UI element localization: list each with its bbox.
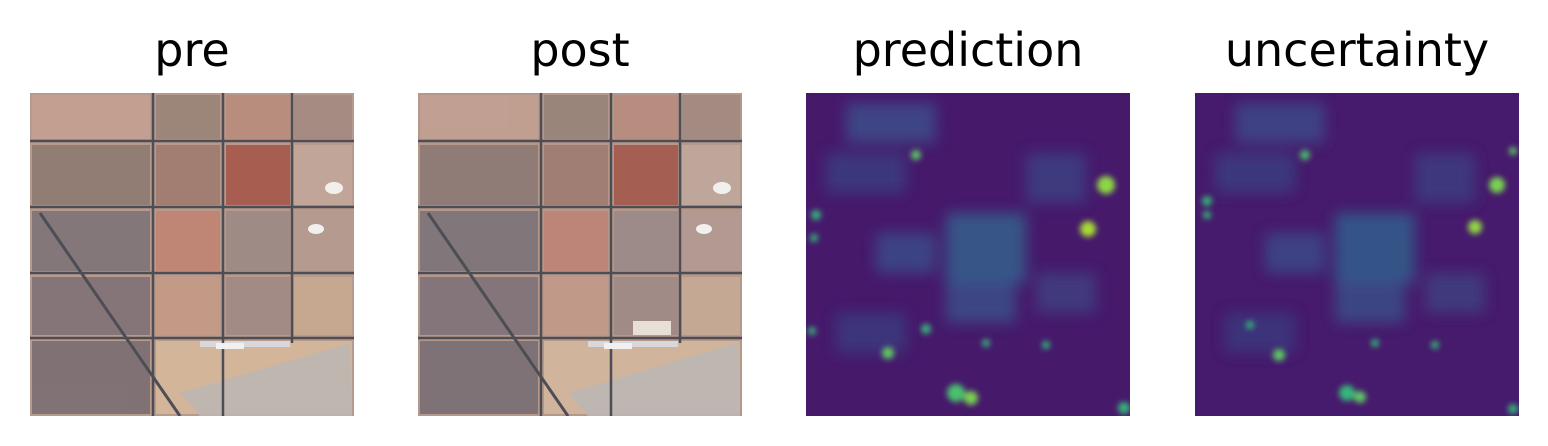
prediction-soft-regions [826,103,1096,353]
uncertainty-soft-regions [1215,103,1485,353]
post-satellite-image [418,93,742,416]
uncertainty-hotspots [1202,147,1518,414]
panel-title-pre: pre [154,23,230,77]
prediction-heatmap [806,93,1130,416]
road-grid [30,93,354,416]
panel-title-prediction: prediction [852,23,1084,77]
prediction-hotspots [808,150,1130,414]
uncertainty-heatmap [1195,93,1519,416]
pre-satellite-image [30,93,354,416]
residential-blocks [32,95,352,414]
panel-title-uncertainty: uncertainty [1224,23,1490,77]
panel-title-post: post [530,23,630,77]
road-grid [418,93,742,416]
